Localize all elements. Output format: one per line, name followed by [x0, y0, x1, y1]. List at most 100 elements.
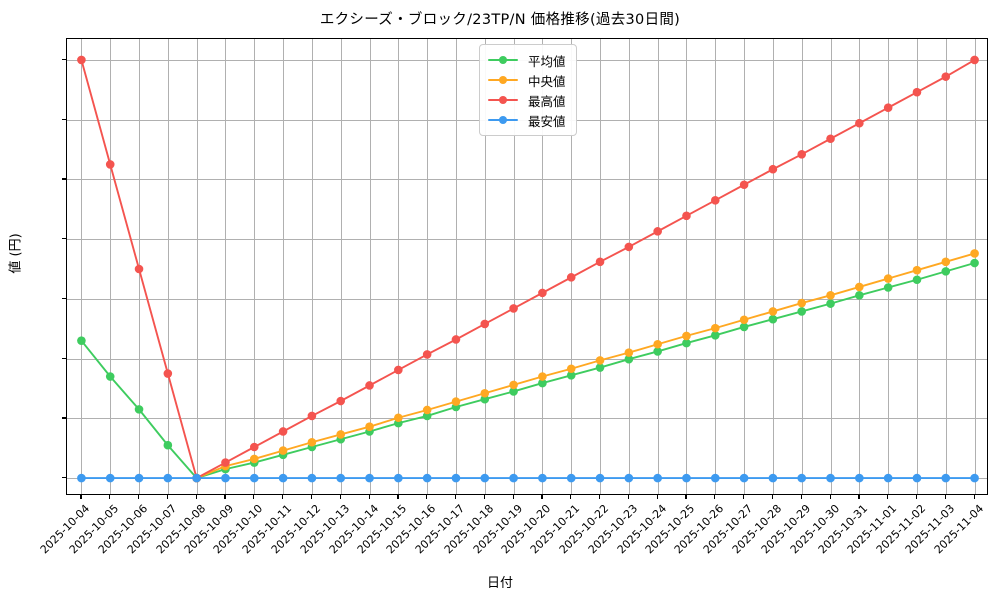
x-tick-mark	[541, 495, 543, 499]
x-tick-mark	[109, 495, 111, 499]
y-tick-mark	[62, 297, 66, 300]
chart-legend: 平均値中央値最高値最安値	[479, 44, 577, 136]
series-marker	[739, 315, 749, 325]
series-marker	[422, 350, 432, 359]
series-marker	[682, 211, 691, 221]
series-marker	[105, 473, 115, 483]
series-marker	[912, 473, 922, 483]
plot-inner	[67, 39, 987, 494]
series-marker	[912, 87, 922, 97]
series-marker	[653, 339, 662, 349]
series-marker	[538, 378, 547, 388]
series-marker	[624, 348, 634, 357]
series-marker	[710, 473, 720, 483]
x-tick-mark	[599, 495, 601, 499]
y-tick-mark	[62, 477, 66, 479]
series-marker	[768, 164, 778, 174]
series-marker	[739, 322, 749, 332]
series-marker	[883, 274, 893, 283]
series-marker	[278, 473, 288, 483]
gridline-horizontal	[67, 239, 987, 241]
series-marker	[566, 273, 576, 282]
series-marker	[509, 387, 518, 396]
series-layer	[77, 55, 979, 483]
y-tick-mark	[62, 238, 66, 240]
x-tick-mark	[714, 495, 716, 499]
series-marker	[134, 473, 144, 483]
series-marker	[394, 473, 403, 483]
y-tick-mark	[62, 178, 66, 180]
x-tick-mark	[397, 495, 399, 499]
series-line	[195, 252, 976, 480]
legend-label: 平均値	[528, 53, 566, 69]
x-tick-mark	[454, 495, 457, 499]
x-tick-mark	[973, 495, 975, 499]
y-tick-mark	[62, 357, 66, 359]
series-marker	[883, 283, 893, 292]
legend-label: 中央値	[528, 73, 566, 89]
series-marker	[336, 396, 346, 406]
series-marker	[797, 473, 807, 483]
series-marker	[653, 473, 662, 483]
series-marker	[941, 72, 951, 81]
series-marker	[768, 314, 778, 324]
x-tick-mark	[426, 495, 428, 499]
series-marker	[509, 304, 518, 313]
series-marker	[77, 336, 86, 345]
x-tick-mark	[656, 495, 658, 499]
series-marker	[595, 356, 605, 365]
series-marker	[538, 288, 547, 298]
gridline-vertical	[110, 39, 112, 494]
series-marker	[883, 473, 893, 483]
series-marker	[480, 319, 490, 329]
series-marker	[826, 473, 835, 483]
series-marker	[365, 381, 374, 390]
legend-item[interactable]: 最高値	[488, 91, 566, 109]
gridline-vertical	[945, 39, 947, 494]
series-marker	[307, 473, 317, 483]
series-marker	[826, 134, 835, 144]
x-tick-mark	[887, 495, 889, 499]
gridline-vertical	[830, 39, 832, 494]
gridline-vertical	[369, 39, 371, 494]
series-marker	[624, 354, 634, 364]
series-marker	[710, 331, 720, 340]
series-marker	[451, 335, 461, 344]
series-marker	[710, 323, 720, 333]
gridline-vertical	[628, 39, 630, 494]
series-marker	[768, 473, 778, 483]
gridline-vertical	[772, 39, 774, 494]
legend-swatch-icon	[488, 54, 518, 66]
gridline-vertical	[427, 39, 429, 494]
legend-item[interactable]: 中央値	[488, 71, 566, 89]
x-tick-mark	[310, 495, 313, 499]
x-tick-mark	[166, 495, 169, 499]
gridline-vertical	[398, 39, 400, 494]
series-marker	[394, 413, 403, 423]
legend-swatch-icon	[488, 94, 518, 106]
gridline-vertical	[311, 39, 313, 494]
x-tick-mark	[829, 495, 831, 499]
series-marker	[912, 265, 922, 275]
y-tick-mark	[62, 58, 66, 61]
gridline-vertical	[513, 39, 515, 494]
series-marker	[653, 227, 662, 236]
gridline-vertical	[484, 39, 486, 494]
x-tick-mark	[685, 495, 687, 499]
x-tick-mark	[339, 495, 341, 499]
x-tick-mark	[915, 495, 918, 499]
series-marker	[249, 454, 259, 464]
series-marker	[105, 372, 115, 381]
x-tick-mark	[80, 495, 82, 499]
legend-item[interactable]: 最安値	[488, 111, 566, 129]
x-tick-mark	[253, 495, 255, 499]
series-marker	[307, 411, 317, 421]
legend-item[interactable]: 平均値	[488, 51, 566, 69]
gridline-vertical	[254, 39, 256, 494]
series-marker	[970, 473, 979, 483]
series-marker	[278, 446, 288, 455]
gridline-horizontal	[67, 358, 987, 360]
gridline-vertical	[686, 39, 688, 494]
series-marker	[797, 298, 807, 308]
series-marker	[682, 338, 691, 348]
